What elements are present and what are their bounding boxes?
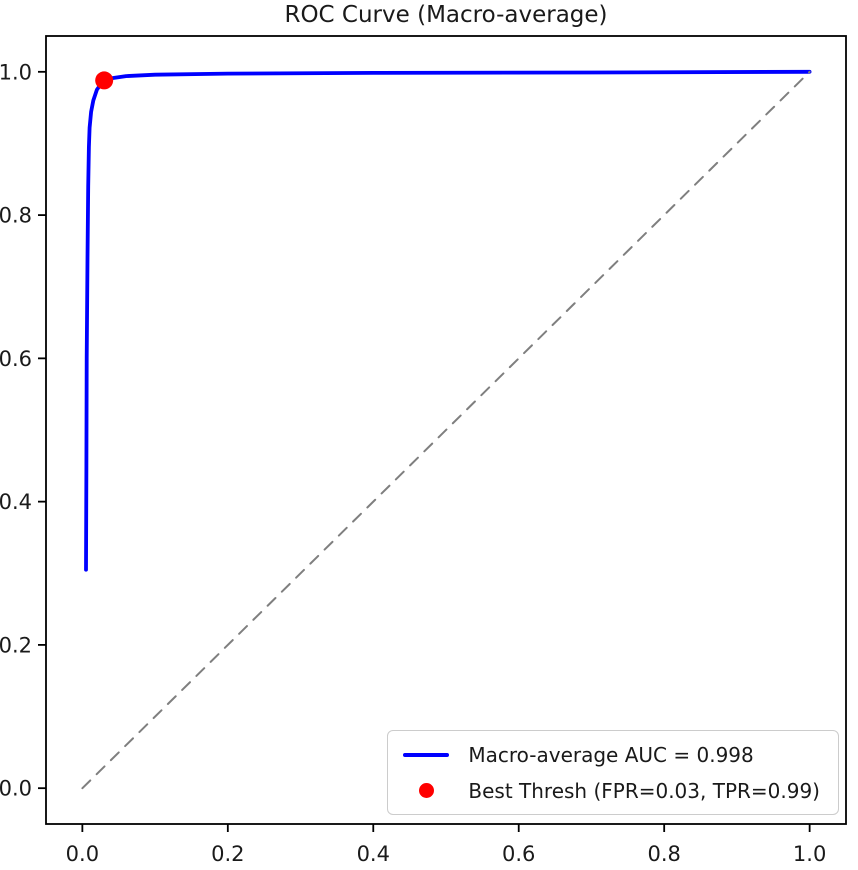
chance-diagonal-line — [81, 70, 811, 790]
y-axis-tick-label: 0.4 — [0, 490, 32, 514]
legend-item-best-thresh: Best Thresh (FPR=0.03, TPR=0.99) — [400, 775, 820, 806]
x-axis-tick-label: 0.8 — [647, 842, 680, 866]
best-threshold-point — [95, 71, 114, 90]
x-axis-tick-label: 0.0 — [66, 842, 99, 866]
legend-label-macro-auc: Macro-average AUC = 0.998 — [468, 742, 754, 767]
chart-title: ROC Curve (Macro-average) — [284, 2, 608, 28]
legend-label-best-thresh: Best Thresh (FPR=0.03, TPR=0.99) — [468, 778, 820, 803]
legend-marker — [400, 783, 452, 798]
y-axis-tick-label: 0.2 — [0, 633, 32, 657]
roc-line-swatch — [403, 752, 450, 757]
y-axis-tick-label: 0.0 — [0, 777, 32, 801]
legend-item-macro-auc: Macro-average AUC = 0.998 — [400, 739, 820, 770]
x-axis-tick-label: 0.2 — [211, 842, 244, 866]
x-axis-tick-label: 0.4 — [357, 842, 390, 866]
x-axis-tick-label: 0.6 — [502, 842, 535, 866]
best-thresh-dot-swatch — [418, 783, 434, 798]
y-axis-tick-label: 0.6 — [0, 347, 32, 371]
plot-border — [45, 35, 847, 825]
legend-marker — [400, 752, 452, 757]
y-axis-tick-label: 1.0 — [0, 60, 32, 84]
x-axis-tick-label: 1.0 — [793, 842, 826, 866]
y-axis-tick-label: 0.8 — [0, 204, 32, 228]
roc-curve-line — [84, 69, 812, 572]
legend-box: Macro-average AUC = 0.998 Best Thresh (F… — [387, 730, 839, 815]
